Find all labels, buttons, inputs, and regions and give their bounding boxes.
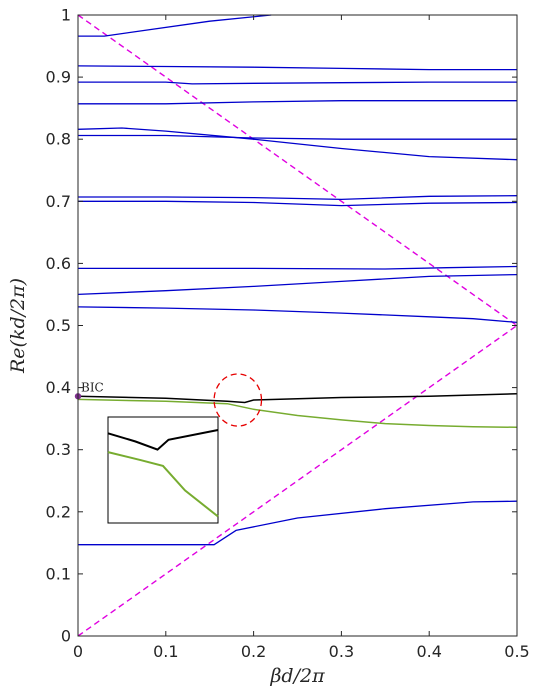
y-tick-label: 0.5 [46,316,71,335]
x-tick-label: 0.4 [416,642,441,661]
x-tick-label: 0.1 [153,642,178,661]
band-curve-12 [78,14,272,37]
bic-branch-curve [77,393,518,404]
highlight-circle-group [213,373,263,427]
band-curves [77,14,518,546]
band-curve-8 [77,127,518,161]
band-curve-6 [78,195,518,201]
band-curve-3 [77,273,518,296]
y-tick-label: 0.7 [46,192,71,211]
band-curve-11 [77,65,517,71]
x-axis-label: βd/2π [269,665,325,687]
y-tick-label: 0.4 [46,378,71,397]
light-lines [77,14,518,637]
y-tick-label: 0.3 [46,440,71,459]
x-axis-ticks: 0 0.1 0.2 0.3 0.4 0.5 [73,15,530,661]
band-curve-5 [78,200,518,207]
y-tick-label: 0 [61,627,71,646]
band-curve-10 [78,81,517,85]
y-tick-label: 0.8 [46,130,71,149]
x-tick-label: 0.3 [329,642,354,661]
highlight-circle [213,373,263,427]
x-tick-label: 0 [73,642,83,661]
band-curve-2 [77,306,518,324]
y-tick-label: 0.9 [46,68,71,87]
inset-frame [107,416,219,524]
y-axis-label: Re(kd/2π) [7,278,29,374]
y-tick-label: 0.2 [46,502,71,521]
y-tick-label: 0.6 [46,254,71,273]
light-line-1 [77,14,518,327]
band-curve-4 [78,265,518,270]
x-tick-label: 0.2 [241,642,266,661]
lossy-branch-curve [77,398,518,429]
y-axis-ticks: 0 0.1 0.2 0.3 0.4 0.5 0.6 0.7 0.8 0.9 1 [46,6,517,646]
band-curve-1 [78,500,518,546]
plot-frame [77,14,518,637]
y-tick-label: 0.1 [46,564,71,583]
x-tick-label: 0.5 [504,642,529,661]
inset-panel [107,416,219,524]
inset-bic-branch [107,429,219,451]
y-tick-label: 1 [61,6,71,25]
band-curve-7 [78,134,517,140]
bic-annotation: BIC [81,380,104,394]
band-curve-9 [78,100,517,105]
inset-lossy-branch [107,451,219,518]
bic-branches [77,393,518,429]
